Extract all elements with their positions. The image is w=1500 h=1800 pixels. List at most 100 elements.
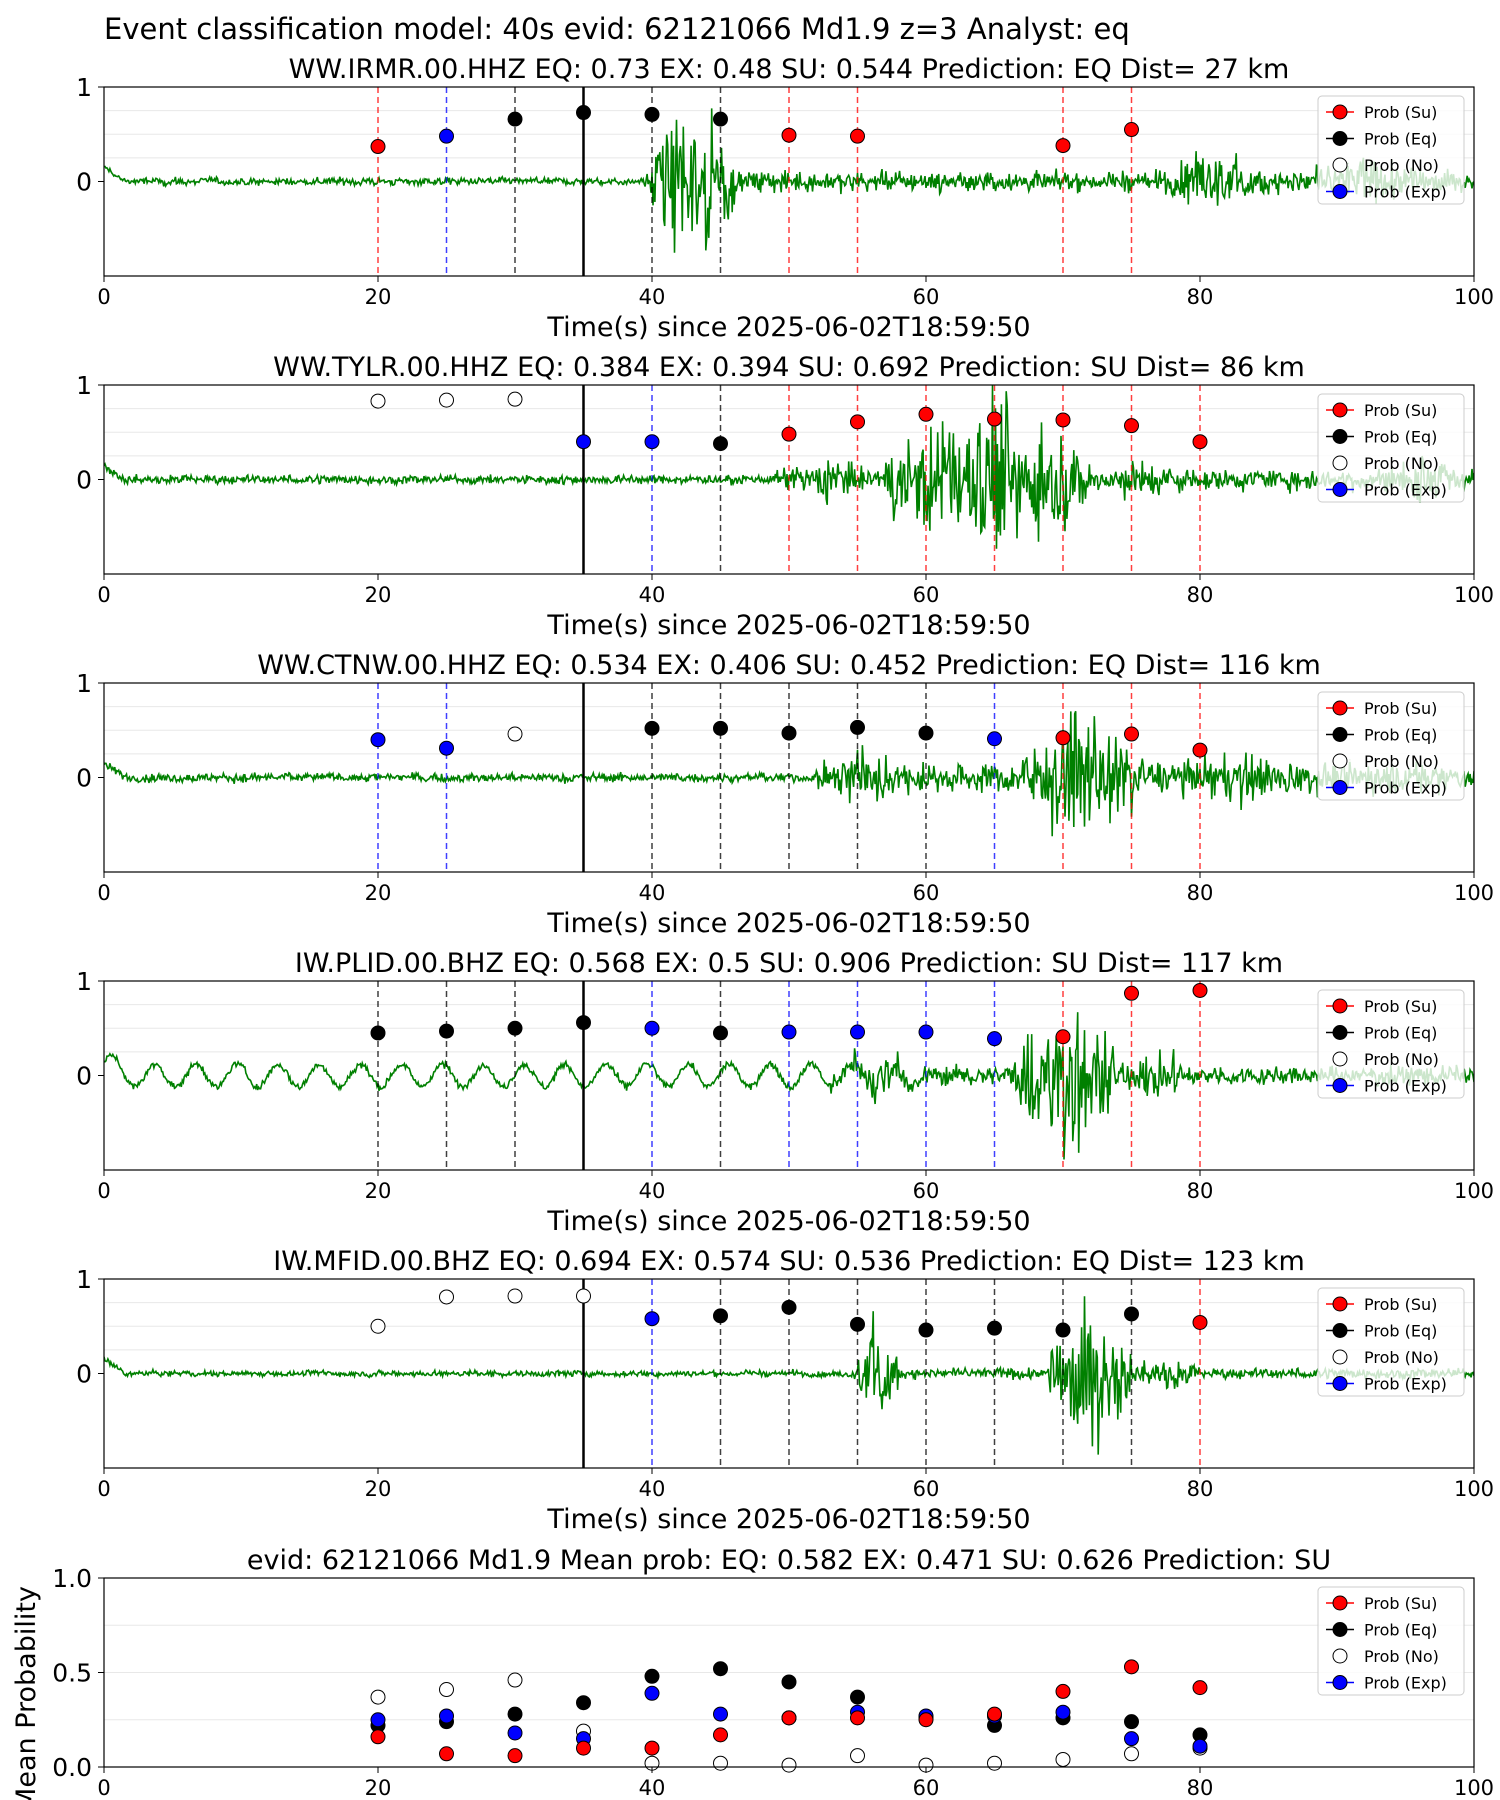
x-axis-label: Time(s) since 2025-06-02T18:59:50	[546, 908, 1030, 939]
x-tick-label: 40	[639, 1477, 666, 1501]
axes-frame	[103, 980, 1475, 1171]
prob-point-eq	[713, 720, 728, 736]
x-tick-label: 20	[365, 285, 392, 309]
figure-suptitle: Event classification model: 40s evid: 62…	[104, 12, 1130, 46]
x-tick-label: 100	[1454, 1179, 1494, 1203]
x-tick-label: 20	[365, 583, 392, 607]
legend-label-no: Prob (No)	[1364, 1348, 1439, 1367]
legend-marker-no	[1332, 1051, 1348, 1067]
mean-prob-point-su	[644, 1740, 660, 1756]
legend-label-su: Prob (Su)	[1364, 1594, 1437, 1613]
legend-marker-su	[1332, 998, 1348, 1014]
mean-prob-point-no	[713, 1755, 728, 1771]
y-tick-label: 1	[76, 669, 92, 698]
legend-label-no: Prob (No)	[1364, 1647, 1439, 1666]
prob-point-su	[850, 128, 865, 144]
mean-prob-point-no	[987, 1755, 1002, 1771]
legend-label-exp: Prob (Exp)	[1364, 1375, 1447, 1394]
mean-prob-point-exp	[1124, 1731, 1139, 1747]
prob-point-eq	[713, 1025, 728, 1041]
prob-point-exp	[644, 1311, 660, 1327]
prob-point-exp	[370, 732, 386, 748]
x-tick-label: 60	[913, 1776, 940, 1800]
prob-point-eq	[987, 1320, 1002, 1336]
prob-point-no	[439, 1289, 454, 1305]
axes-frame	[103, 384, 1475, 575]
mean-prob-point-eq	[1124, 1714, 1139, 1730]
x-tick-label: 60	[913, 1179, 940, 1203]
prob-point-eq	[781, 725, 797, 741]
legend-label-su: Prob (Su)	[1364, 401, 1437, 420]
x-tick-label: 80	[1187, 285, 1214, 309]
axes-frame	[103, 86, 1475, 277]
legend-marker-no	[1332, 455, 1348, 471]
mean-prob-point-eq	[713, 1661, 728, 1677]
legend-marker-su	[1332, 104, 1348, 120]
station-panel-2: WW.TYLR.00.HHZ EQ: 0.384 EX: 0.394 SU: 0…	[76, 352, 1494, 641]
x-tick-label: 0	[97, 881, 110, 905]
prob-point-eq	[850, 1316, 865, 1332]
x-tick-label: 60	[913, 583, 940, 607]
prob-point-no	[507, 726, 523, 742]
prob-point-exp	[850, 1024, 865, 1040]
legend-marker-no	[1332, 1648, 1348, 1664]
mean-prob-point-su	[1192, 1680, 1208, 1696]
legend-label-no: Prob (No)	[1364, 1050, 1439, 1069]
y-tick-label: 0.5	[52, 1659, 92, 1688]
legend-marker-eq	[1332, 727, 1348, 742]
prob-point-exp	[987, 731, 1002, 747]
legend-label-eq: Prob (Eq)	[1364, 1024, 1437, 1043]
legend-marker-eq	[1332, 429, 1348, 444]
mean-prob-point-eq	[507, 1706, 523, 1722]
x-axis-label: Time(s) since 2025-06-02T18:59:50	[546, 1504, 1030, 1535]
panel-title: WW.CTNW.00.HHZ EQ: 0.534 EX: 0.406 SU: 0…	[257, 650, 1321, 681]
legend-box	[1317, 1586, 1465, 1696]
legend-label-eq: Prob (Eq)	[1364, 130, 1437, 149]
legend-marker-exp	[1332, 1376, 1348, 1391]
panel-title: IW.MFID.00.BHZ EQ: 0.694 EX: 0.574 SU: 0…	[273, 1246, 1305, 1277]
x-tick-label: 60	[913, 1477, 940, 1501]
prob-point-su	[1055, 138, 1071, 154]
prob-point-eq	[781, 1299, 797, 1315]
legend-marker-exp	[1332, 1078, 1348, 1093]
axes-frame	[103, 1577, 1475, 1768]
mean-prob-point-exp	[507, 1725, 523, 1741]
legend-marker-eq	[1332, 131, 1348, 146]
y-tick-label: 0.0	[52, 1753, 92, 1782]
mean-prob-point-no	[507, 1672, 523, 1688]
mean-prob-point-su	[850, 1710, 865, 1726]
legend-marker-su	[1332, 1296, 1348, 1312]
prob-point-su	[918, 406, 934, 422]
x-axis-label: Time(s) since 2025-06-02T18:59:50	[546, 1206, 1030, 1237]
y-tick-label: 1.0	[52, 1564, 92, 1593]
legend-label-su: Prob (Su)	[1364, 103, 1437, 122]
prob-point-eq	[644, 720, 660, 736]
y-tick-label: 0	[76, 168, 92, 197]
legend-label-exp: Prob (Exp)	[1364, 779, 1447, 798]
prob-point-exp	[987, 1031, 1002, 1047]
axes-frame	[103, 1278, 1475, 1469]
station-panel-1: WW.IRMR.00.HHZ EQ: 0.73 EX: 0.48 SU: 0.5…	[76, 54, 1494, 343]
mean-prob-point-no	[1055, 1751, 1071, 1767]
legend-label-no: Prob (No)	[1364, 156, 1439, 175]
x-tick-label: 80	[1187, 583, 1214, 607]
mean-prob-point-eq	[781, 1674, 797, 1690]
mean-prob-point-exp	[644, 1685, 660, 1701]
legend-label-su: Prob (Su)	[1364, 699, 1437, 718]
prob-point-su	[1055, 1029, 1071, 1045]
prob-point-exp	[918, 1024, 934, 1040]
x-tick-label: 60	[913, 881, 940, 905]
legend-box	[1317, 1287, 1465, 1397]
x-tick-label: 80	[1187, 1776, 1214, 1800]
station-panel-5: IW.MFID.00.BHZ EQ: 0.694 EX: 0.574 SU: 0…	[76, 1246, 1494, 1535]
prob-point-eq	[918, 725, 934, 741]
prob-point-eq	[918, 1322, 934, 1338]
prob-point-no	[507, 391, 523, 407]
mean-prob-point-no	[781, 1757, 797, 1773]
prob-point-su	[370, 139, 386, 155]
prob-point-eq	[1124, 1306, 1139, 1322]
x-tick-label: 80	[1187, 881, 1214, 905]
summary-panel: evid: 62121066 Md1.9 Mean prob: EQ: 0.58…	[11, 1545, 1494, 1800]
panel-title: WW.IRMR.00.HHZ EQ: 0.73 EX: 0.48 SU: 0.5…	[289, 54, 1290, 85]
